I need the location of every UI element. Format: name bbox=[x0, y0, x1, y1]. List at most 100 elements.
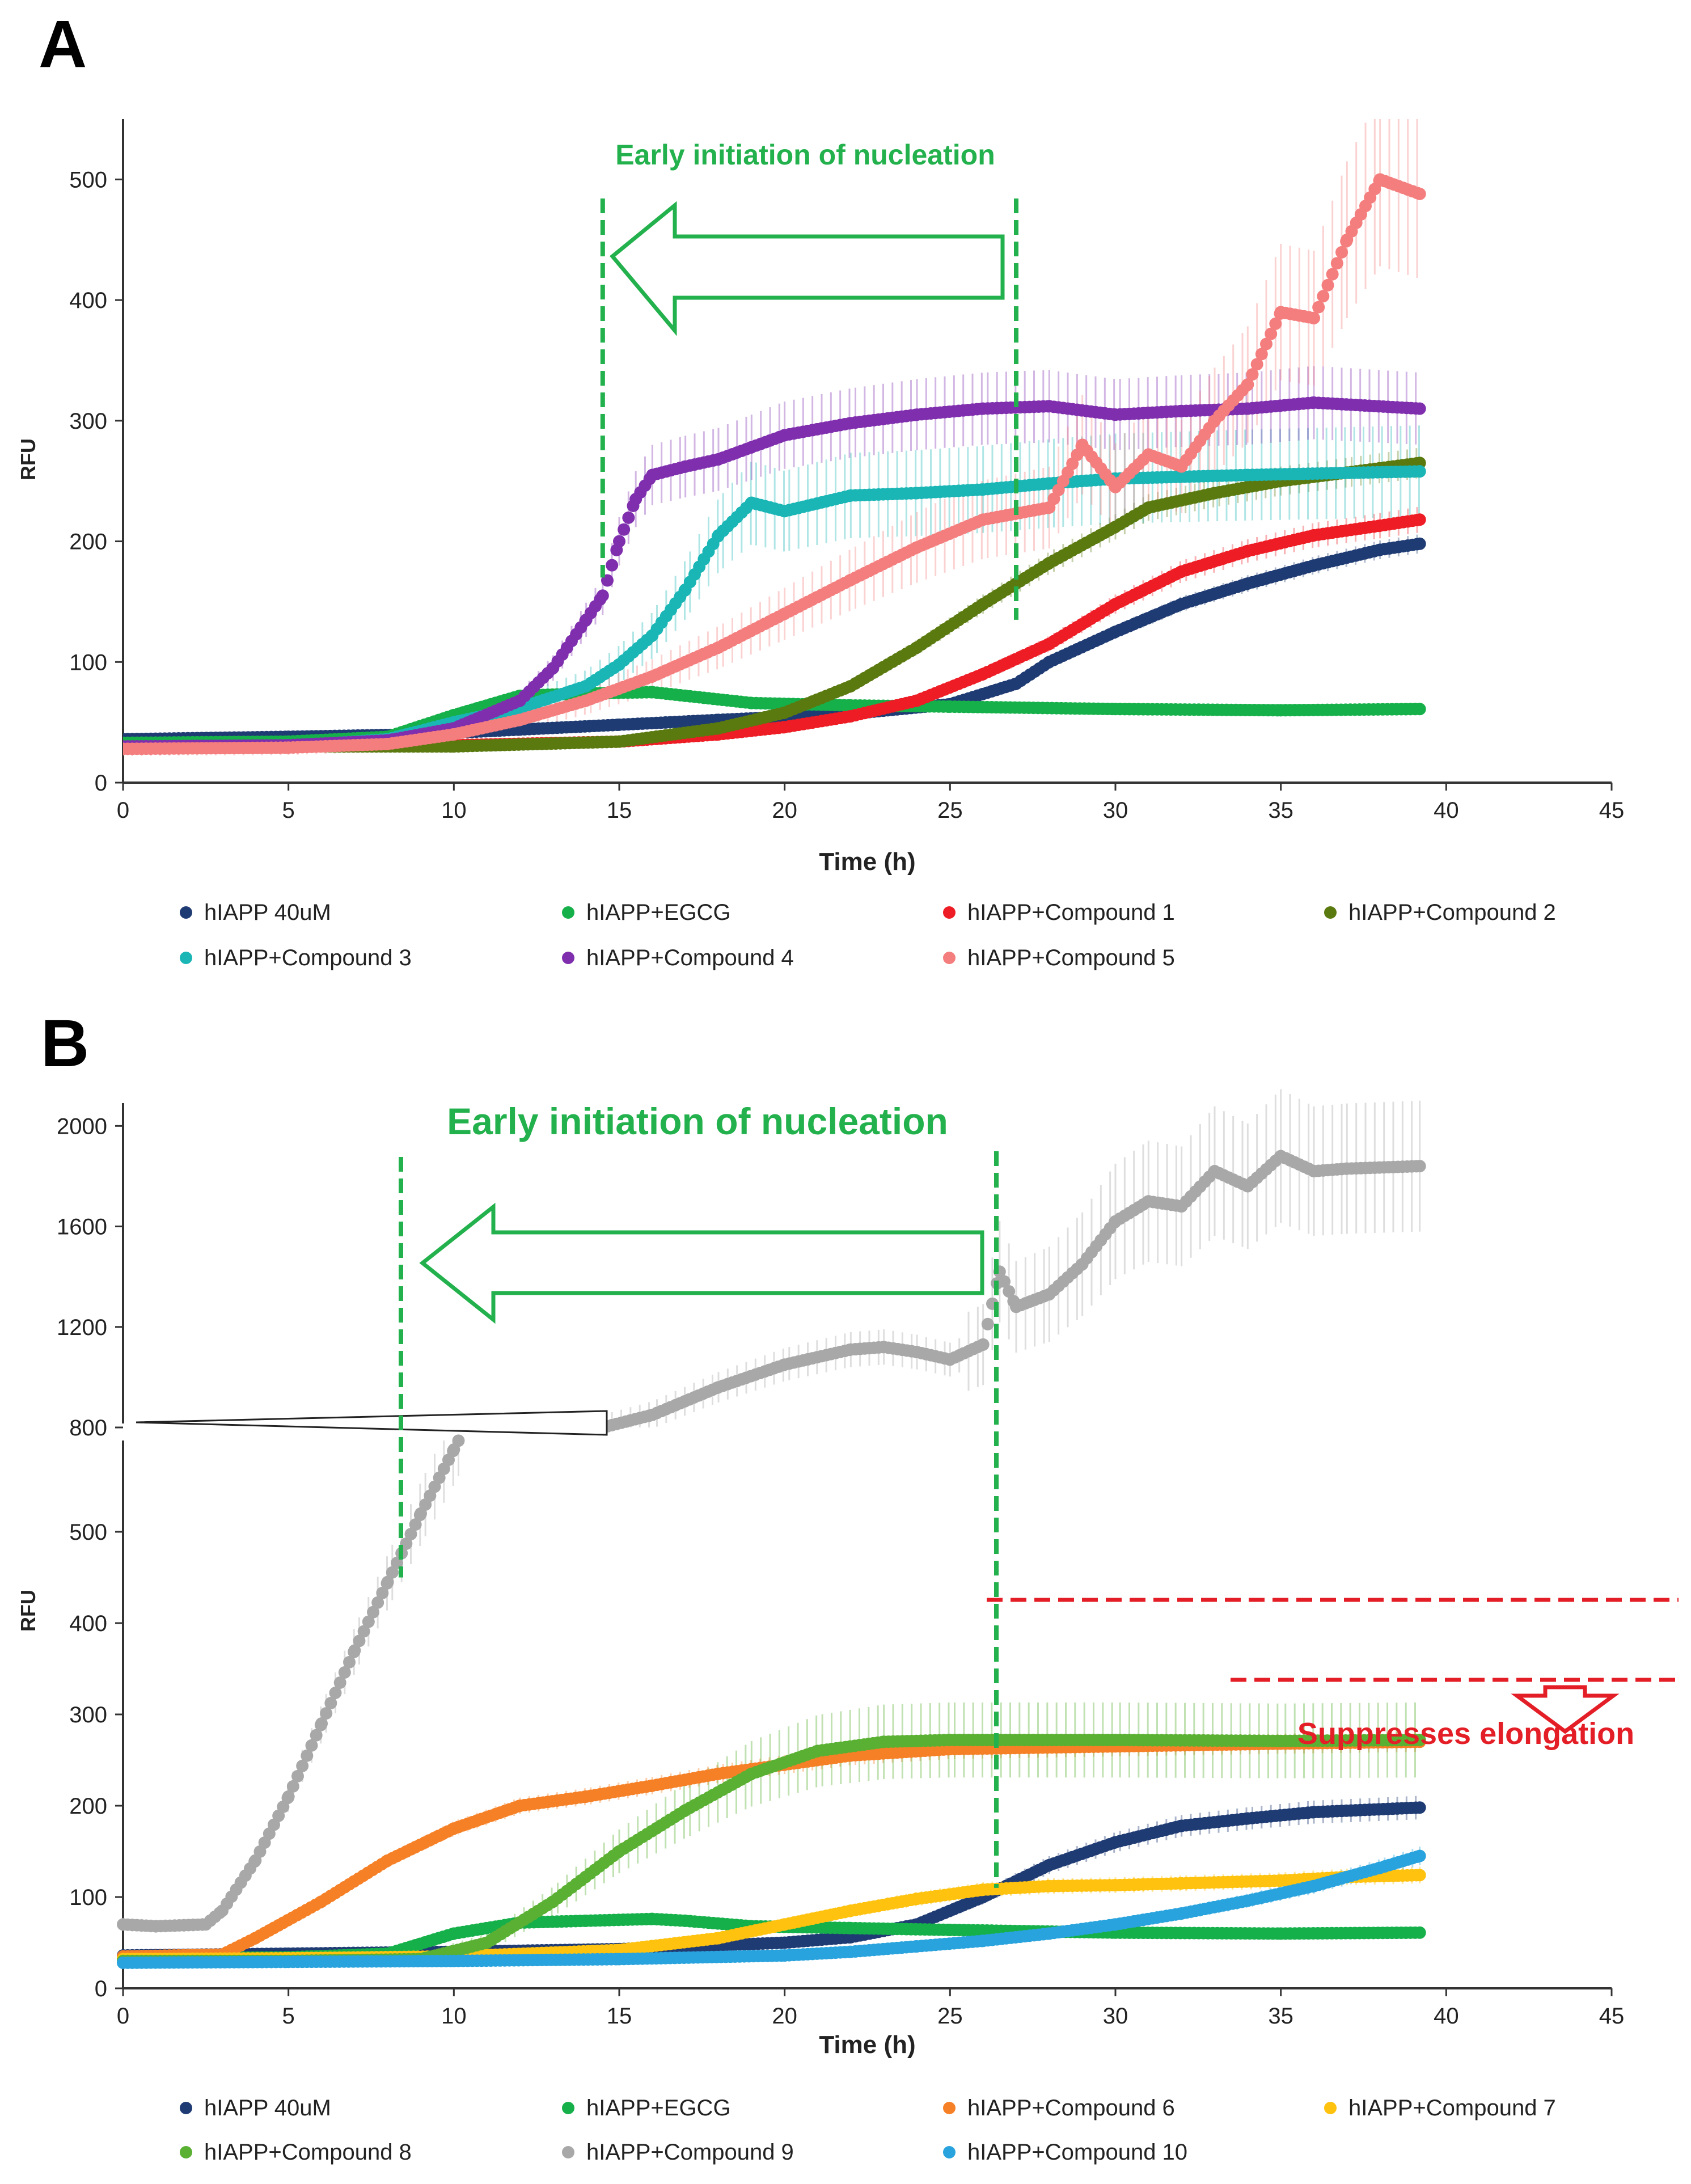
series-hiapp-compound-5 bbox=[123, 173, 1426, 755]
panel-b-x-tick-label: 0 bbox=[117, 2004, 129, 2029]
panel-a-x-tick-label: 5 bbox=[282, 798, 295, 823]
panel-a-legend-marker bbox=[180, 952, 192, 964]
data-point bbox=[1308, 312, 1320, 324]
panel-b-x-tick-label: 20 bbox=[772, 2004, 797, 2029]
data-point bbox=[1255, 348, 1268, 361]
panel-a-legend-item: hIAPP+EGCG bbox=[562, 900, 731, 925]
panel-a-legend-item: hIAPP+Compound 4 bbox=[562, 945, 794, 970]
panel-b-y-tick-label: 300 bbox=[69, 1703, 107, 1727]
panel-a-y-tick-label: 0 bbox=[95, 771, 107, 796]
panel-a-annotation: Early initiation of nucleation bbox=[600, 139, 1018, 620]
panel-a-letter: A bbox=[39, 7, 87, 82]
panel-a-x-tick-label: 45 bbox=[1599, 798, 1625, 823]
data-point bbox=[1269, 317, 1282, 330]
panel-b-y-tick-label: 400 bbox=[69, 1611, 107, 1636]
data-point bbox=[622, 511, 635, 524]
panel-a-legend-marker bbox=[562, 952, 574, 964]
data-point bbox=[1317, 290, 1330, 303]
panel-a-legend-marker bbox=[943, 952, 956, 964]
panel-a-legend-label: hIAPP 40uM bbox=[204, 900, 331, 925]
panel-b-y-tick-label: 200 bbox=[69, 1794, 107, 1819]
panel-a-error-bars bbox=[123, 119, 1420, 757]
data-point bbox=[613, 535, 625, 548]
data-point bbox=[1413, 537, 1426, 550]
panel-b: B 0 5 10 15 20 25 30 35 40 45 0 100 200 300 400 500 800 1… bbox=[16, 1006, 1679, 2165]
panel-a-legend-marker bbox=[180, 906, 192, 919]
panel-a-legend-item: hIAPP+Compound 3 bbox=[180, 945, 412, 970]
panel-b-x-tick-label: 25 bbox=[937, 2004, 963, 2029]
panel-a-left-arrow bbox=[610, 201, 1005, 336]
panel-a-legend-marker bbox=[943, 906, 956, 919]
panel-b-x-tick-label: 15 bbox=[607, 2004, 632, 2029]
panel-a-x-tick-label: 40 bbox=[1434, 798, 1459, 823]
panel-a-x-tick-label: 10 bbox=[441, 798, 467, 823]
panel-a-data bbox=[123, 173, 1426, 755]
panel-a-y-tick-label: 100 bbox=[69, 650, 107, 675]
panel-a-legend-label: hIAPP+Compound 4 bbox=[586, 945, 794, 970]
data-point bbox=[1312, 301, 1325, 314]
panel-b-x-tick-label: 45 bbox=[1599, 2004, 1625, 2029]
panel-a-y-tick-label: 200 bbox=[69, 530, 107, 555]
panel-b-error-bars bbox=[122, 1089, 1421, 1968]
panel-a: A 0 5 10 15 20 25 30 35 40 45 0 100 200 300 400 500 Time… bbox=[16, 7, 1624, 970]
data-point bbox=[1260, 337, 1273, 350]
panel-a-y-tick-label: 400 bbox=[69, 288, 107, 313]
panel-a-x-tick-label: 30 bbox=[1103, 798, 1128, 823]
panel-a-y-tick-label: 300 bbox=[69, 409, 107, 434]
data-point bbox=[1250, 358, 1263, 371]
panel-b-axes: 0 5 10 15 20 25 30 35 40 45 0 100 200 300 400 500 800 120… bbox=[16, 1103, 1624, 2059]
panel-a-legend-item: hIAPP+Compound 5 bbox=[943, 945, 1175, 970]
panel-a-legend-label: hIAPP+Compound 1 bbox=[967, 900, 1175, 925]
panel-b-x-tick-label: 40 bbox=[1434, 2004, 1459, 2029]
panel-a-legend-label: hIAPP+Compound 2 bbox=[1348, 900, 1556, 925]
data-point bbox=[606, 559, 619, 572]
panel-a-x-tick-label: 0 bbox=[117, 798, 129, 823]
data-point bbox=[1413, 402, 1426, 415]
panel-b-y-tick-label: 0 bbox=[95, 1976, 107, 2001]
panel-a-legend-label: hIAPP+Compound 5 bbox=[967, 945, 1175, 970]
data-point bbox=[1330, 257, 1343, 270]
data-point bbox=[1246, 368, 1259, 381]
data-point bbox=[1326, 268, 1339, 281]
data-point bbox=[1335, 246, 1348, 259]
panel-b-x-axis-title: Time (h) bbox=[819, 2031, 915, 2059]
panel-b-x-tick-label: 10 bbox=[441, 2004, 467, 2029]
data-point bbox=[596, 589, 609, 602]
panel-a-legend-marker bbox=[1324, 906, 1337, 919]
panel-b-y-tick-label: 1200 bbox=[57, 1315, 107, 1340]
data-point bbox=[618, 523, 631, 536]
panel-a-legend-label: hIAPP+EGCG bbox=[586, 900, 731, 925]
panel-a-axes: 0 5 10 15 20 25 30 35 40 45 0 100 200 300 400 500 Time (… bbox=[16, 119, 1624, 876]
data-point bbox=[1413, 187, 1426, 200]
panel-a-x-tick-label: 35 bbox=[1268, 798, 1293, 823]
panel-a-legend-marker bbox=[562, 906, 574, 919]
panel-a-x-tick-label: 20 bbox=[772, 798, 797, 823]
panel-a-legend-item: hIAPP 40uM bbox=[180, 900, 331, 925]
panel-b-y-tick-label: 500 bbox=[69, 1520, 107, 1545]
data-point bbox=[1413, 1926, 1426, 1939]
data-point bbox=[1413, 703, 1426, 716]
data-point bbox=[1413, 465, 1426, 478]
data-point bbox=[1413, 513, 1426, 526]
panel-b-y-tick-label: 100 bbox=[69, 1885, 107, 1910]
panel-a-legend-label: hIAPP+Compound 3 bbox=[204, 945, 412, 970]
panel-a-legend-item: hIAPP+Compound 2 bbox=[1324, 900, 1556, 925]
panel-b-y-tick-label: 2000 bbox=[57, 1114, 107, 1139]
data-point bbox=[1413, 1801, 1426, 1814]
panel-b-y-tick-label: 800 bbox=[69, 1416, 107, 1440]
panel-b-x-tick-label: 35 bbox=[1268, 2004, 1293, 2029]
panel-a-legend: hIAPP 40uM hIAPP+EGCG hIAPP+Compound 1 hIAP… bbox=[180, 900, 1556, 970]
panel-a-x-axis-title: Time (h) bbox=[819, 848, 915, 876]
panel-b-y-tick-label: 1600 bbox=[57, 1215, 107, 1240]
data-point bbox=[1241, 378, 1254, 391]
panel-a-annotation-text: Early initiation of nucleation bbox=[615, 139, 995, 171]
panel-a-y-tick-label: 500 bbox=[69, 167, 107, 192]
panel-b-x-tick-label: 30 bbox=[1103, 2004, 1128, 2029]
panel-a-legend-item: hIAPP+Compound 1 bbox=[943, 900, 1175, 925]
panel-a-x-tick-label: 15 bbox=[607, 798, 632, 823]
panel-b-x-tick-label: 5 bbox=[282, 2004, 295, 2029]
panel-a-x-tick-label: 25 bbox=[937, 798, 963, 823]
error-bars-hiapp-compound-9 bbox=[122, 1089, 1421, 1933]
panel-a-y-axis-title: RFU bbox=[16, 438, 40, 480]
